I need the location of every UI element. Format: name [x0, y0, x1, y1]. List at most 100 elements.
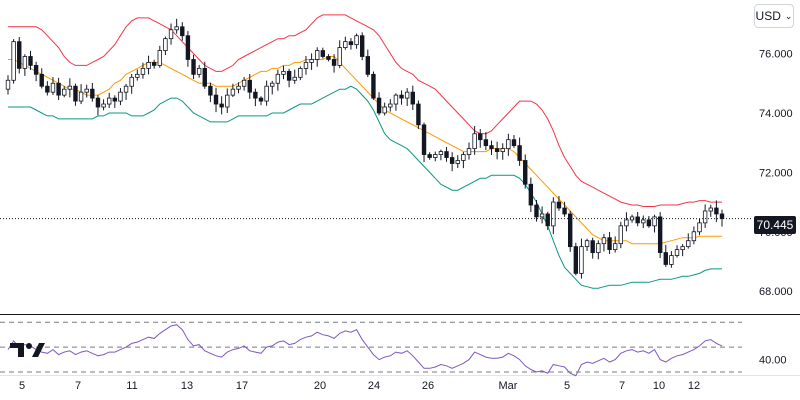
last-price-label: 70.445: [754, 216, 796, 234]
x-tick-label: Mar: [499, 380, 518, 392]
candle-body: [67, 85, 73, 90]
candle-body: [489, 145, 494, 150]
candle-body: [286, 70, 292, 81]
candle-body: [421, 124, 427, 155]
candle-body: [528, 183, 534, 206]
candle-body: [562, 207, 567, 215]
candle-body: [331, 59, 337, 66]
candle-body: [444, 151, 449, 158]
candle-body: [652, 216, 657, 227]
candle-body: [388, 103, 393, 108]
candle-body: [612, 243, 618, 251]
candle-body: [28, 56, 33, 66]
candle-body: [50, 82, 56, 93]
y-tick-label: 68.000: [759, 286, 793, 298]
candle-body: [337, 47, 342, 66]
candle-body: [545, 213, 550, 227]
candle-body: [78, 91, 84, 102]
candle-body: [607, 237, 612, 251]
candle-body: [584, 240, 590, 248]
candle-body: [151, 62, 157, 66]
candle-body: [359, 35, 365, 57]
candle-body: [191, 59, 196, 75]
candle-body: [348, 41, 354, 46]
candle-body: [478, 133, 483, 141]
x-tick-label: 20: [314, 380, 326, 392]
currency-selector-button[interactable]: USD ⌄: [754, 4, 794, 28]
x-tick-label: 10: [653, 380, 665, 392]
candle-body: [320, 50, 326, 57]
rsi-line: [7, 324, 723, 377]
candle-body: [669, 255, 674, 265]
candle-body: [410, 91, 415, 105]
candle-body: [303, 62, 309, 69]
candle-body: [118, 91, 123, 102]
candle-body: [275, 73, 281, 84]
y-tick-label: 74.000: [759, 108, 793, 120]
candle-body: [135, 73, 140, 78]
candle-body: [230, 88, 236, 96]
candle-body: [691, 231, 697, 242]
candle-body: [236, 85, 241, 90]
candle-body: [157, 50, 162, 66]
candle-body: [168, 29, 174, 40]
candle-body: [624, 219, 629, 227]
candle-body: [22, 56, 28, 69]
x-tick-label: 7: [619, 380, 625, 392]
candle-body: [556, 201, 562, 209]
candle-body: [663, 252, 668, 265]
rsi-pane[interactable]: [0, 321, 742, 377]
candle-body: [180, 26, 185, 37]
candle-body: [416, 103, 421, 126]
basis-line: [8, 56, 722, 245]
candle-body: [674, 249, 680, 256]
candle-body: [309, 59, 314, 63]
candle-body: [45, 85, 50, 93]
candle-body: [551, 201, 556, 227]
candle-body: [680, 246, 685, 251]
candle-body: [506, 139, 511, 150]
candle-body: [635, 216, 640, 224]
candle-body: [241, 79, 247, 87]
candle-body: [264, 85, 269, 102]
chevron-down-icon: ⌄: [784, 10, 793, 21]
candle-body: [95, 97, 101, 108]
lower-band-line: [8, 85, 722, 289]
candle-body: [427, 154, 432, 158]
x-tick-label: 11: [126, 380, 137, 392]
candle-body: [534, 204, 539, 218]
x-tick-label: 12: [688, 380, 700, 392]
candle-body: [382, 106, 387, 114]
price-pane[interactable]: [0, 14, 800, 376]
candle-body: [697, 222, 702, 233]
candle-body: [73, 85, 78, 102]
candle-body: [213, 94, 219, 105]
x-tick-label: 24: [368, 380, 380, 392]
candle-body: [686, 240, 691, 248]
candle-body: [163, 38, 168, 51]
candle-body: [112, 97, 118, 102]
axis-labels: 68.00070.00072.00074.00076.00040.0057111…: [19, 49, 793, 392]
candle-body: [393, 94, 399, 105]
candle-body: [433, 154, 438, 158]
candle-body: [258, 97, 264, 102]
y-tick-label: 76.000: [759, 49, 793, 61]
candle-body: [225, 94, 230, 108]
candle-body: [365, 56, 371, 75]
candle-body: [343, 41, 348, 48]
candle-body: [90, 88, 95, 99]
candle-body: [196, 67, 202, 75]
upper-band-line: [8, 14, 722, 207]
candle-body: [494, 148, 500, 152]
x-tick-label: 13: [181, 380, 193, 392]
candle-body: [208, 85, 213, 96]
candle-body: [84, 88, 89, 93]
candle-body: [354, 35, 359, 46]
candle-body: [5, 79, 11, 90]
tradingview-logo-icon: [10, 343, 45, 357]
x-tick-label: 7: [75, 380, 81, 392]
candle-body: [641, 219, 646, 224]
candle-body: [185, 35, 191, 60]
x-tick-label: 5: [19, 380, 25, 392]
